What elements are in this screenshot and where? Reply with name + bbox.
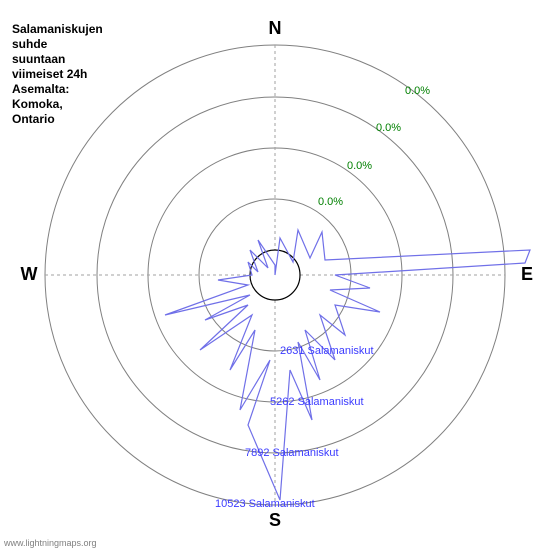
ring-label-4: 10523 Salamaniskut (215, 498, 315, 510)
ring-label-2: 5262 Salamaniskut (270, 396, 364, 408)
chart-container: N E S W 0.0% 0.0% 0.0% 0.0% 2631 Salaman… (0, 0, 550, 550)
footer-credit: www.lightningmaps.org (4, 538, 97, 548)
ring-label-3: 7892 Salamaniskut (245, 447, 339, 459)
pct-label-4: 0.0% (405, 85, 430, 97)
chart-title: Salamaniskujen suhde suuntaan viimeiset … (12, 22, 103, 127)
ring-label-1: 2631 Salamaniskut (280, 345, 374, 357)
label-east: E (512, 264, 542, 285)
pct-label-3: 0.0% (376, 122, 401, 134)
label-south: S (260, 510, 290, 531)
pct-label-2: 0.0% (347, 160, 372, 172)
label-north: N (260, 18, 290, 39)
pct-label-1: 0.0% (318, 196, 343, 208)
rose-polygon (165, 230, 530, 500)
label-west: W (14, 264, 44, 285)
